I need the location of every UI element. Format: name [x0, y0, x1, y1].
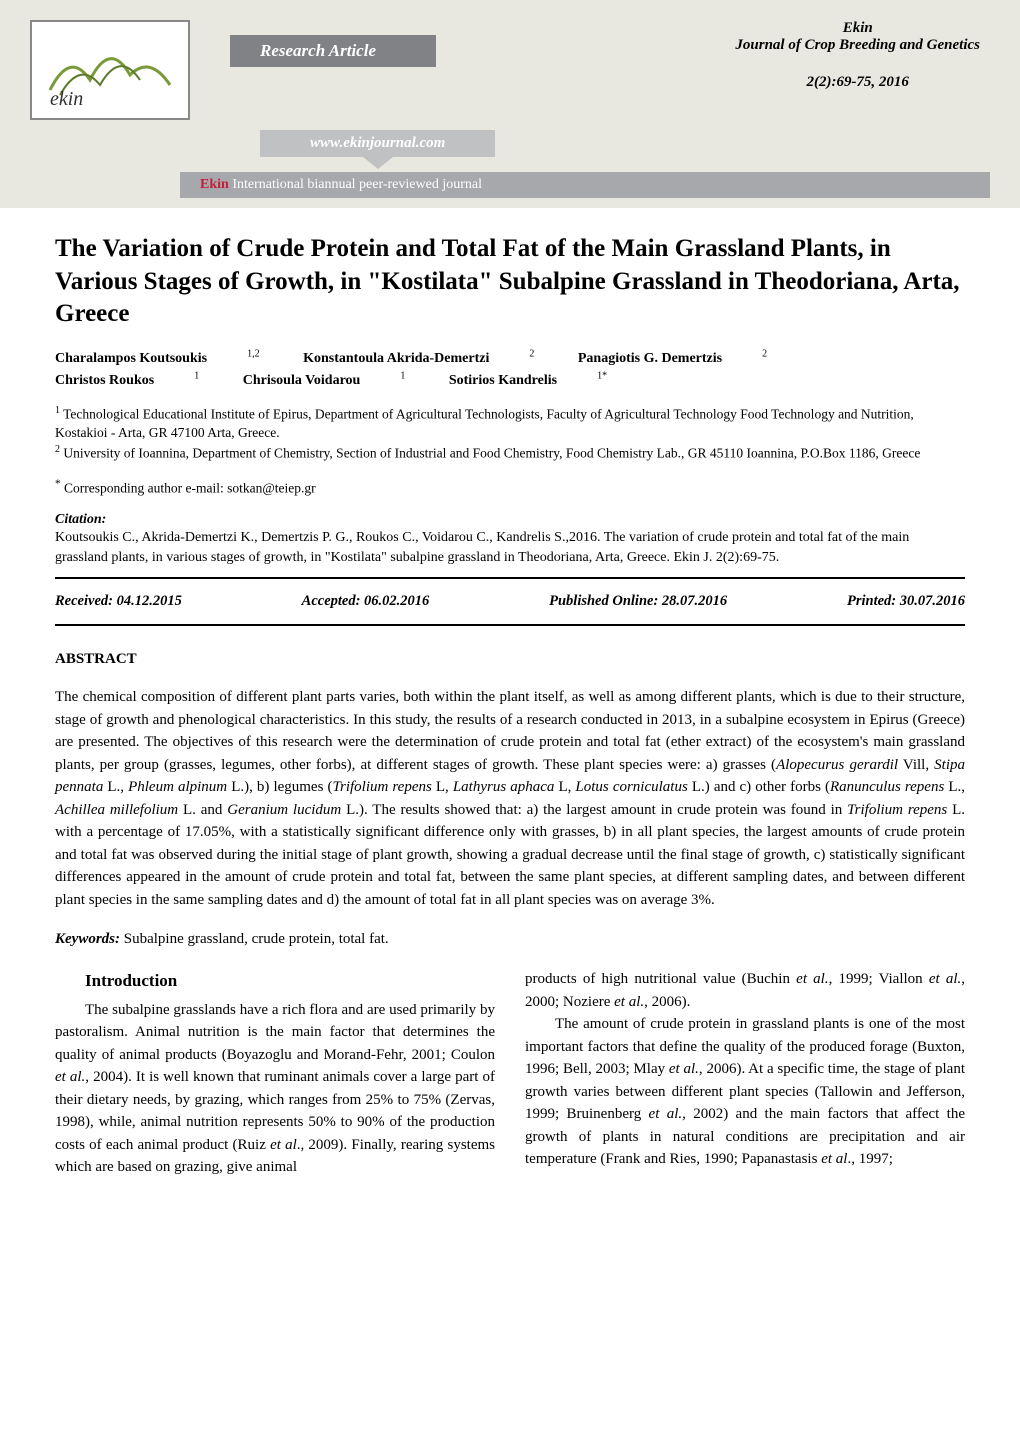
- intro-paragraph-1-cont: products of high nutritional value (Buch…: [525, 968, 965, 1013]
- keywords-label: Keywords:: [55, 931, 120, 947]
- keywords-text: Subalpine grassland, crude protein, tota…: [120, 931, 389, 947]
- divider-top: [55, 577, 965, 579]
- authors-row-1: Charalampos Koutsoukis1,2 Konstantoula A…: [55, 349, 965, 368]
- intro-paragraph-1: The subalpine grasslands have a rich flo…: [55, 999, 495, 1179]
- keywords-block: Keywords: Subalpine grassland, crude pro…: [55, 931, 965, 948]
- ekin-bar-text: International biannual peer-reviewed jou…: [229, 177, 482, 192]
- abstract-heading: ABSTRACT: [55, 651, 965, 668]
- ekin-bar-prefix: Ekin: [200, 177, 229, 192]
- svg-text:ekin: ekin: [50, 88, 83, 110]
- date-accepted: Accepted: 06.02.2016: [302, 593, 430, 610]
- article-title: The Variation of Crude Protein and Total…: [55, 233, 965, 331]
- author-2: Konstantoula Akrida-Demertzi2: [303, 351, 534, 366]
- research-article-banner: Research Article: [230, 35, 436, 67]
- divider-bottom: [55, 624, 965, 626]
- ekin-description-bar: Ekin International biannual peer-reviewe…: [180, 172, 990, 198]
- column-left: Introduction The subalpine grasslands ha…: [55, 968, 495, 1179]
- author-5: Chrisoula Voidarou1: [243, 373, 406, 388]
- citation-label: Citation:: [55, 512, 965, 528]
- dates-row: Received: 04.12.2015 Accepted: 06.02.201…: [55, 589, 965, 614]
- journal-full-name: Journal of Crop Breeding and Genetics: [735, 37, 980, 54]
- date-printed: Printed: 30.07.2016: [847, 593, 965, 610]
- journal-short-name: Ekin: [735, 20, 980, 37]
- citation-block: Citation: Koutsoukis C., Akrida-Demertzi…: [55, 512, 965, 567]
- affiliations-block: 1 Technological Educational Institute of…: [55, 404, 965, 464]
- journal-info-block: Ekin Journal of Crop Breeding and Geneti…: [735, 20, 980, 91]
- affiliation-1: 1 Technological Educational Institute of…: [55, 404, 965, 443]
- citation-text: Koutsoukis C., Akrida-Demertzi K., Demer…: [55, 528, 965, 567]
- author-6: Sotirios Kandrelis1*: [449, 373, 607, 388]
- journal-url-banner: www.ekinjournal.com: [260, 130, 495, 157]
- author-1: Charalampos Koutsoukis1,2: [55, 351, 260, 366]
- journal-issue: 2(2):69-75, 2016: [735, 74, 980, 91]
- author-4: Christos Roukos1: [55, 373, 199, 388]
- journal-header: ekin Research Article Ekin Journal of Cr…: [0, 0, 1020, 208]
- date-received: Received: 04.12.2015: [55, 593, 182, 610]
- abstract-text: The chemical composition of different pl…: [55, 686, 965, 911]
- header-top-row: ekin Research Article Ekin Journal of Cr…: [0, 0, 1020, 120]
- date-published: Published Online: 28.07.2016: [549, 593, 727, 610]
- journal-logo: ekin: [30, 20, 190, 120]
- article-content: The Variation of Crude Protein and Total…: [0, 208, 1020, 1209]
- authors-row-2: Christos Roukos1 Chrisoula Voidarou1 Sot…: [55, 370, 965, 389]
- column-right: products of high nutritional value (Buch…: [525, 968, 965, 1179]
- affiliation-2: 2 University of Ioannina, Department of …: [55, 443, 965, 463]
- intro-paragraph-2: The amount of crude protein in grassland…: [525, 1013, 965, 1171]
- introduction-heading: Introduction: [55, 968, 495, 994]
- author-3: Panagiotis G. Demertzis2: [578, 351, 767, 366]
- two-column-body: Introduction The subalpine grasslands ha…: [55, 968, 965, 1179]
- ekin-logo-svg: ekin: [40, 30, 180, 110]
- corresponding-author: * Corresponding author e-mail: sotkan@te…: [55, 478, 965, 497]
